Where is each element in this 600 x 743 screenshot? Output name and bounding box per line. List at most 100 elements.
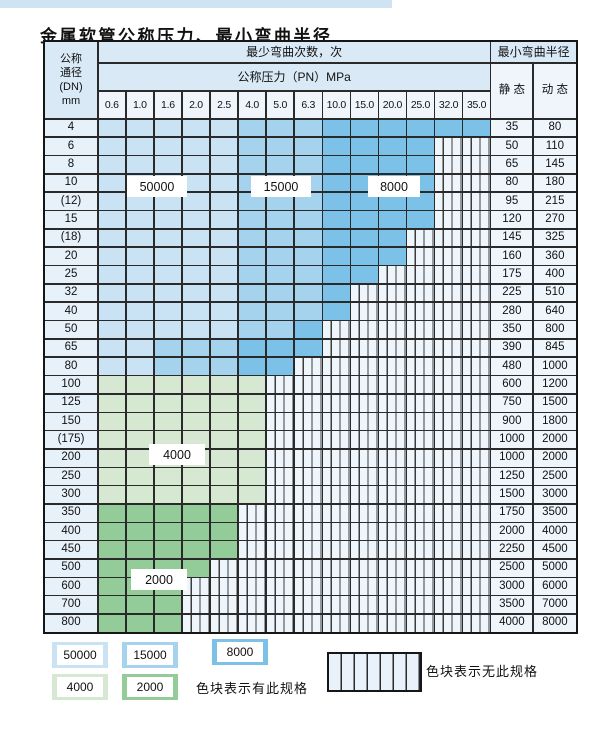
spec-cell: [154, 504, 182, 522]
spec-cell: [266, 596, 294, 614]
spec-cell: [435, 578, 462, 595]
spec-cell: [126, 376, 154, 394]
spec-cell: [266, 137, 294, 155]
spec-cell: [238, 119, 266, 137]
dn-cell: 500: [45, 559, 97, 577]
spec-cell: [266, 266, 294, 284]
spec-cell: [379, 192, 406, 210]
legend-swatch-label: 2000: [127, 677, 173, 697]
spec-cell: [154, 156, 182, 174]
spec-cell: [407, 266, 434, 284]
spec-cell: [238, 614, 266, 632]
spec-cell: [294, 559, 322, 577]
spec-cell: [294, 578, 322, 595]
spec-cell: [323, 504, 350, 522]
spec-cell: [182, 523, 210, 540]
legend-no-spec-text: 色块表示无此规格: [426, 664, 539, 679]
spec-cell: [182, 302, 210, 320]
spec-cell: [463, 394, 490, 412]
spec-cell: [182, 339, 210, 357]
dynamic-value-cell: 180: [533, 174, 576, 192]
spec-cell: [351, 541, 378, 559]
spec-cell: [351, 302, 378, 320]
spec-cell: [126, 119, 154, 137]
spec-cell: [98, 413, 126, 430]
spec-cell: [351, 137, 378, 155]
legend-swatch: 4000: [52, 674, 108, 700]
spec-cell: [351, 614, 378, 632]
spec-cell: [463, 486, 490, 504]
spec-cell: [463, 468, 490, 485]
spec-cell: [435, 431, 462, 449]
static-value-cell: 160: [491, 247, 533, 265]
spec-cell: [126, 541, 154, 559]
spec-cell: [463, 137, 490, 155]
static-value-cell: 1250: [491, 468, 533, 485]
dn-cell: 200: [45, 449, 97, 467]
spec-cell: [294, 192, 322, 210]
spec-cell: [294, 431, 322, 449]
spec-cell: [98, 431, 126, 449]
dn-cell: 8: [45, 156, 97, 174]
dn-cell: 80: [45, 357, 97, 375]
spec-cell: [435, 449, 462, 467]
spec-cell: [463, 449, 490, 467]
spec-cell: [98, 247, 126, 265]
spec-cell: [351, 376, 378, 394]
spec-cell: [98, 559, 126, 577]
legend-swatch: 15000: [122, 642, 178, 668]
spec-cell: [323, 413, 350, 430]
spec-cell: [351, 192, 378, 210]
nominal-pressure-header: 公称压力（PN）MPa: [98, 63, 490, 90]
spec-cell: [379, 247, 406, 265]
spec-cell: [126, 156, 154, 174]
spec-cell: [266, 192, 294, 210]
dynamic-value-cell: 145: [533, 156, 576, 174]
spec-cell: [210, 192, 238, 210]
spec-cell: [379, 486, 406, 504]
spec-cell: [210, 578, 238, 595]
spec-cell: [379, 413, 406, 430]
static-header: 静 态: [491, 63, 533, 118]
spec-cell: [407, 321, 434, 339]
spec-cell: [98, 357, 126, 375]
spec-cell: [294, 229, 322, 247]
spec-cell: [154, 266, 182, 284]
dynamic-value-cell: 3500: [533, 504, 576, 522]
spec-cell: [435, 211, 462, 229]
spec-cell: [435, 504, 462, 522]
pressure-col-header: 35.0: [463, 91, 490, 118]
static-value-cell: 95: [491, 192, 533, 210]
spec-cell: [351, 468, 378, 485]
spec-cell: [351, 504, 378, 522]
spec-cell: [210, 376, 238, 394]
spec-cell: [323, 339, 350, 357]
spec-cell: [463, 523, 490, 540]
static-value-cell: 350: [491, 321, 533, 339]
spec-cell: [238, 156, 266, 174]
spec-cell: [154, 596, 182, 614]
spec-cell: [238, 229, 266, 247]
spec-cell: [210, 119, 238, 137]
spec-cell: [182, 357, 210, 375]
dn-cell: 600: [45, 578, 97, 595]
spec-cell: [435, 321, 462, 339]
spec-cell: [210, 266, 238, 284]
dn-cell: 400: [45, 523, 97, 540]
spec-cell: [435, 192, 462, 210]
spec-cell: [351, 284, 378, 302]
spec-cell: [126, 449, 154, 467]
spec-cell: [463, 284, 490, 302]
spec-cell: [463, 247, 490, 265]
dynamic-value-cell: 7000: [533, 596, 576, 614]
spec-cell: [407, 486, 434, 504]
spec-cell: [238, 302, 266, 320]
spec-cell: [266, 229, 294, 247]
spec-cell: [266, 119, 294, 137]
dynamic-value-cell: 1800: [533, 413, 576, 430]
dynamic-value-cell: 270: [533, 211, 576, 229]
spec-cell: [323, 394, 350, 412]
static-value-cell: 2500: [491, 559, 533, 577]
legend-swatch-label: 8000: [217, 642, 263, 662]
spec-cell: [463, 596, 490, 614]
